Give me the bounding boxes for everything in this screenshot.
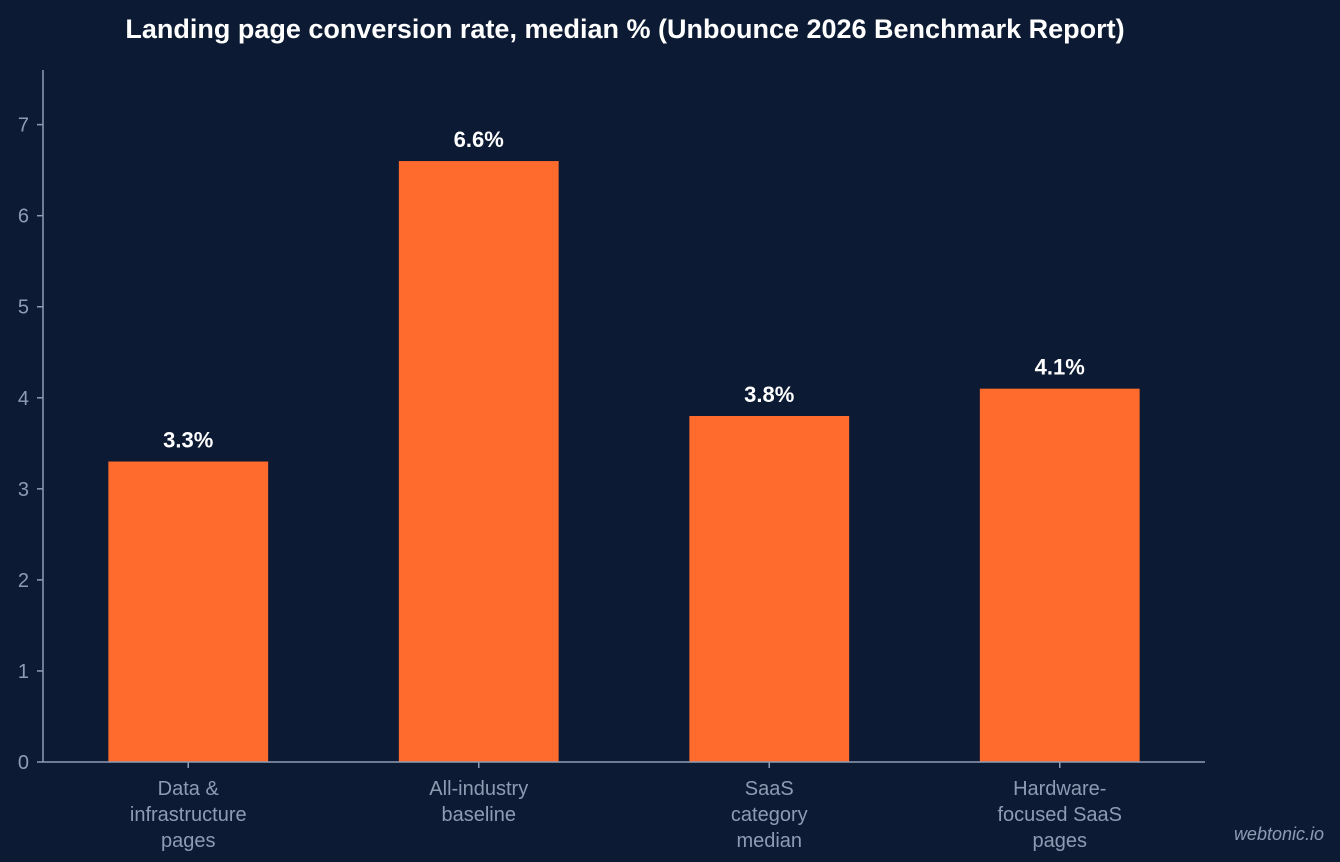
- x-tick-label-line: pages: [161, 830, 216, 852]
- x-tick-label-line: Hardware-: [1013, 778, 1106, 800]
- bar: [979, 388, 1140, 762]
- x-tick-label-line: pages: [1033, 830, 1088, 852]
- x-tick-label-line: SaaS: [745, 778, 794, 800]
- y-tick-label: 3: [18, 479, 29, 501]
- x-tick-label: Data & infrastructure pages: [130, 778, 247, 852]
- x-tick-label-line: infrastructure: [130, 804, 247, 826]
- y-tick-label: 0: [18, 752, 29, 774]
- chart-title: Landing page conversion rate, median % (…: [125, 14, 1124, 44]
- y-tick-label: 7: [18, 115, 29, 137]
- x-tick-label-line: median: [736, 830, 802, 852]
- y-tick-label: 1: [18, 661, 29, 683]
- bar-value-label: 3.8%: [744, 382, 794, 407]
- bar: [689, 416, 850, 762]
- y-tick-label: 6: [18, 206, 29, 228]
- x-tick-label-line: baseline: [441, 804, 516, 826]
- bars: 3.3% 6.6% 3.8% 4.1%: [108, 127, 1140, 763]
- x-tick-label-line: focused SaaS: [997, 804, 1122, 826]
- y-tick-label: 5: [18, 297, 29, 319]
- y-tick-label: 4: [18, 388, 29, 410]
- y-axis: 0 1 2 3 4 5 6 7: [18, 70, 44, 774]
- x-tick-label-line: Data &: [158, 778, 220, 800]
- bar-value-label: 6.6%: [454, 127, 504, 152]
- x-tick-label: All-industry baseline: [429, 778, 528, 826]
- bar: [108, 461, 269, 762]
- x-tick-label-line: category: [731, 804, 808, 826]
- bar: [398, 161, 559, 763]
- x-tick-label-line: All-industry: [429, 778, 528, 800]
- x-tick-label: SaaS category median: [731, 778, 808, 852]
- x-axis: Data & infrastructure pages All-industry bas…: [43, 761, 1205, 852]
- watermark: webtonic.io: [1234, 824, 1324, 844]
- x-tick-label: Hardware-focused SaaS pages: [997, 778, 1122, 852]
- y-tick-label: 2: [18, 570, 29, 592]
- bar-value-label: 3.3%: [163, 428, 213, 453]
- bar-value-label: 4.1%: [1035, 355, 1085, 380]
